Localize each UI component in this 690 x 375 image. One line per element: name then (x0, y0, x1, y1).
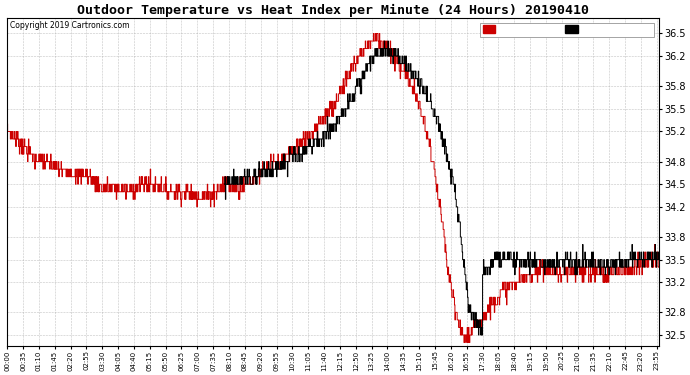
Temperature (°F) (221, 174, 229, 179)
Line: Heat Index (°F): Heat Index (°F) (7, 33, 659, 342)
Temperature (°F) (520, 265, 528, 269)
Heat Index (°F) (655, 265, 663, 269)
Heat Index (°F) (369, 31, 377, 36)
Heat Index (°F) (3, 122, 11, 126)
Text: Copyright 2019 Cartronics.com: Copyright 2019 Cartronics.com (10, 21, 130, 30)
Line: Temperature (°F): Temperature (°F) (224, 41, 659, 335)
Temperature (°F) (577, 265, 585, 269)
Legend: Heat Index (°F), Temperature (°F): Heat Index (°F), Temperature (°F) (480, 22, 655, 37)
Heat Index (°F) (520, 280, 529, 285)
Heat Index (°F) (435, 205, 443, 209)
Heat Index (°F) (132, 189, 140, 194)
Temperature (°F) (655, 257, 663, 262)
Title: Outdoor Temperature vs Heat Index per Minute (24 Hours) 20190410: Outdoor Temperature vs Heat Index per Mi… (77, 4, 589, 17)
Heat Index (°F) (148, 182, 156, 186)
Heat Index (°F) (578, 280, 586, 285)
Heat Index (°F) (460, 340, 468, 345)
Heat Index (°F) (221, 174, 229, 179)
Temperature (°F) (435, 129, 443, 134)
